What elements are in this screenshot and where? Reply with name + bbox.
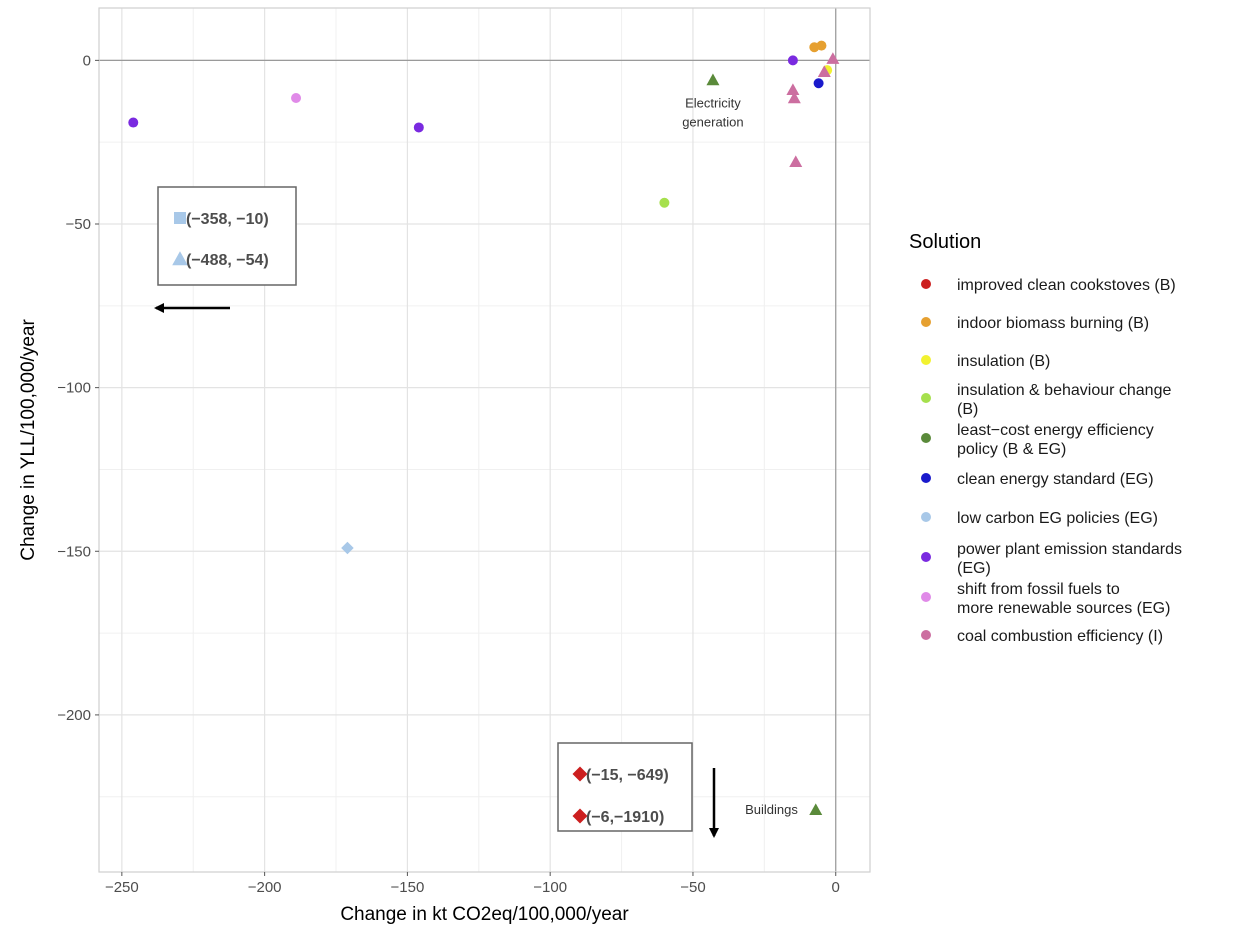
data-point-lce: [809, 803, 823, 816]
legend-label-ces: clean energy standard (EG): [957, 471, 1154, 488]
x-tick-label: −50: [680, 879, 705, 896]
data-point-ces: [813, 78, 824, 89]
legend-label-pps: power plant emission standards (EG): [957, 541, 1182, 577]
legend-label-line: insulation (B): [957, 353, 1050, 370]
x-tick-label: −100: [533, 879, 567, 896]
y-tick-label: −100: [57, 380, 91, 397]
offscale-marker-icc: [572, 808, 588, 824]
data-point-lcp: [341, 541, 354, 555]
legend-label-line: (B): [957, 401, 978, 418]
legend-title: Solution: [909, 231, 981, 253]
plot-panel-border: [98, 7, 871, 873]
data-point-cce: [786, 83, 800, 96]
legend-label-sff: shift from fossil fuels to more renewable…: [957, 581, 1170, 617]
offscale-box: [157, 186, 297, 286]
offscale-value-label: (−6,−1910): [586, 809, 664, 826]
annotation-line: Electricity: [685, 96, 741, 111]
legend-label-line: least−cost energy efficiency: [957, 422, 1154, 439]
y-tick-label: 0: [83, 52, 91, 69]
offscale-value-label: (−358, −10): [186, 211, 269, 228]
legend-label-line: policy (B & EG): [957, 441, 1066, 458]
legend-label-line: more renewable sources (EG): [957, 600, 1170, 617]
y-tick-label: −50: [66, 216, 91, 233]
annotation-line: Buildings: [745, 802, 798, 817]
legend-label-lce: least−cost energy efficiency policy (B & …: [957, 422, 1154, 458]
y-axis-title: Change in YLL/100,000/year: [18, 319, 39, 561]
data-point-ibb: [816, 40, 827, 51]
y-tick-label: −150: [57, 543, 91, 560]
offscale-marker-icc: [572, 766, 588, 782]
x-tick-label: −200: [248, 879, 282, 896]
data-point-pps: [787, 55, 798, 66]
legend-label-ibc: insulation & behaviour change (B): [957, 382, 1171, 418]
x-axis-title: Change in kt CO2eq/100,000/year: [340, 904, 629, 925]
data-point-pps: [413, 122, 424, 133]
legend-label-line: low carbon EG policies (EG): [957, 510, 1158, 527]
offscale-value-label: (−488, −54): [186, 252, 269, 269]
legend-label-line: indoor biomass burning (B): [957, 315, 1149, 332]
x-tick-label: 0: [832, 879, 840, 896]
data-point-lce: [706, 73, 720, 86]
legend-label-line: insulation & behaviour change: [957, 382, 1171, 399]
legend-key-ces: [921, 473, 931, 483]
legend-label-ibb: indoor biomass burning (B): [957, 315, 1149, 332]
legend-label-lcp: low carbon EG policies (EG): [957, 510, 1158, 527]
y-tick-label: −200: [57, 707, 91, 724]
x-tick-label: −150: [391, 879, 425, 896]
legend-label-ins: insulation (B): [957, 353, 1050, 370]
legend-label-line: (EG): [957, 560, 991, 577]
legend-label-cce: coal combustion efficiency (I): [957, 628, 1163, 645]
legend-key-pps: [921, 552, 931, 562]
legend-key-lce: [921, 433, 931, 443]
data-point-pps: [128, 117, 139, 128]
data-point-cce: [787, 91, 801, 104]
legend-key-cce: [921, 630, 931, 640]
legend-label-line: improved clean cookstoves (B): [957, 277, 1176, 294]
legend-key-sff: [921, 592, 931, 602]
legend-label-line: shift from fossil fuels to: [957, 581, 1120, 598]
data-point-ibc: [659, 197, 670, 208]
offscale-value-label: (−15, −649): [586, 767, 669, 784]
legend-key-lcp: [921, 512, 931, 522]
data-point-cce: [789, 155, 803, 168]
legend-key-ins: [921, 355, 931, 365]
offscale-marker-lcp: [172, 251, 188, 266]
x-tick-label: −250: [105, 879, 139, 896]
data-point-cce: [826, 52, 840, 64]
annotation-label: Electricity generation: [682, 96, 743, 130]
annotation-label: Buildings: [745, 802, 798, 817]
legend-label-line: power plant emission standards: [957, 541, 1182, 558]
legend-label-line: coal combustion efficiency (I): [957, 628, 1163, 645]
data-point-cce: [817, 65, 831, 78]
annotation-line: generation: [682, 115, 743, 130]
legend-label-icc: improved clean cookstoves (B): [957, 277, 1176, 294]
legend-key-ibb: [921, 317, 931, 327]
data-point-sff: [291, 93, 302, 103]
legend-key-ibc: [921, 393, 931, 403]
offscale-marker-lcp: [174, 212, 186, 224]
legend-label-line: clean energy standard (EG): [957, 471, 1154, 488]
legend-key-icc: [921, 279, 931, 289]
